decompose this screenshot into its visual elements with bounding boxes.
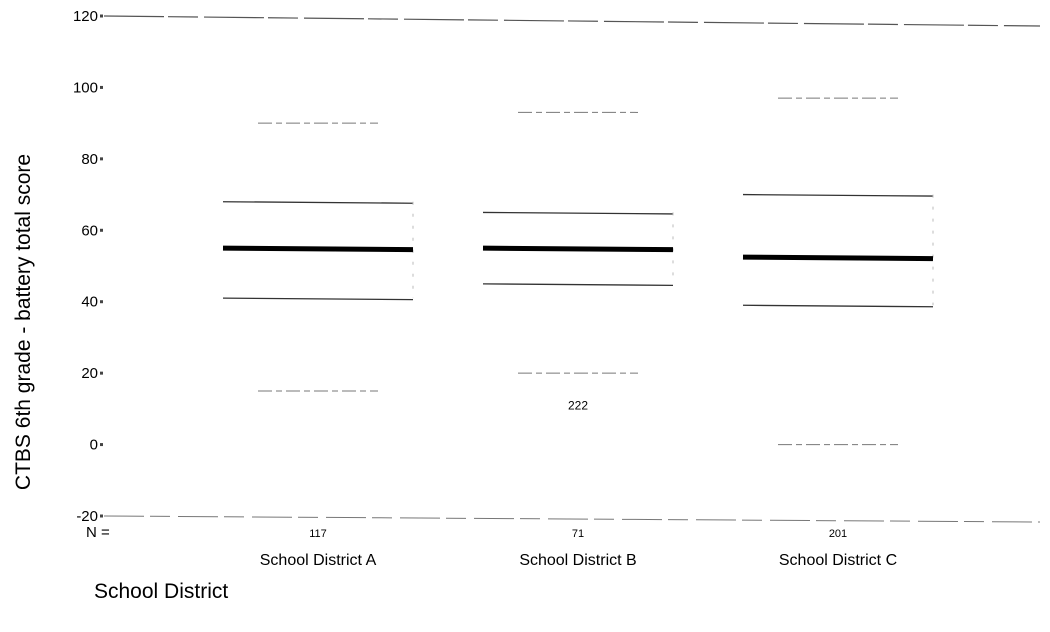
y-tick-mark (100, 443, 103, 447)
box-q1-edge (482, 283, 674, 287)
y-tick-mark (100, 300, 103, 304)
y-tick-label: 20 (81, 365, 98, 382)
n-count-label: 71 (572, 528, 584, 540)
top-frame-line (103, 15, 1041, 27)
box-q1-edge (742, 304, 934, 308)
y-tick-mark (100, 228, 103, 232)
box-median-line (482, 245, 674, 253)
outlier-label: 222 (568, 398, 588, 412)
y-tick-mark (100, 371, 103, 375)
box-group (482, 111, 674, 374)
bottom-frame-line (103, 515, 1041, 523)
y-tick-mark (100, 514, 103, 518)
y-tick-label: 0 (90, 437, 98, 454)
y-tick-label: 120 (73, 8, 98, 25)
box-q3-edge (482, 211, 674, 215)
y-tick-mark (100, 85, 103, 89)
n-count-label: 201 (829, 528, 847, 540)
box-q1-edge (222, 297, 414, 301)
x-axis-title: School District (94, 580, 228, 603)
y-tick-mark (100, 14, 103, 18)
x-category-label: School District C (779, 552, 897, 569)
box-q3-edge (222, 201, 414, 204)
x-axis: N = School District A 117 School District … (86, 524, 897, 569)
box-series: 222 (222, 97, 934, 446)
box-group (742, 97, 934, 446)
n-prefix-label: N = (86, 524, 110, 541)
x-category-label: School District A (260, 552, 377, 569)
n-count-label: 117 (309, 528, 327, 540)
y-axis-title: CTBS 6th grade - battery total score (12, 154, 35, 490)
y-tick-label: 40 (81, 294, 98, 311)
y-tick-label: -20 (76, 508, 98, 525)
x-category-label: School District B (519, 552, 636, 569)
gridlines (103, 15, 1041, 523)
y-tick-mark (100, 157, 103, 161)
box-q3-edge (742, 193, 934, 197)
box-median-line (222, 245, 414, 253)
box-group (222, 122, 414, 392)
y-tick-label: 80 (81, 151, 98, 168)
y-axis: 120 100 80 60 40 20 0 -20 (73, 8, 103, 525)
box-median-line (742, 254, 934, 262)
y-tick-label: 60 (81, 222, 98, 239)
y-tick-label: 100 (73, 79, 98, 96)
